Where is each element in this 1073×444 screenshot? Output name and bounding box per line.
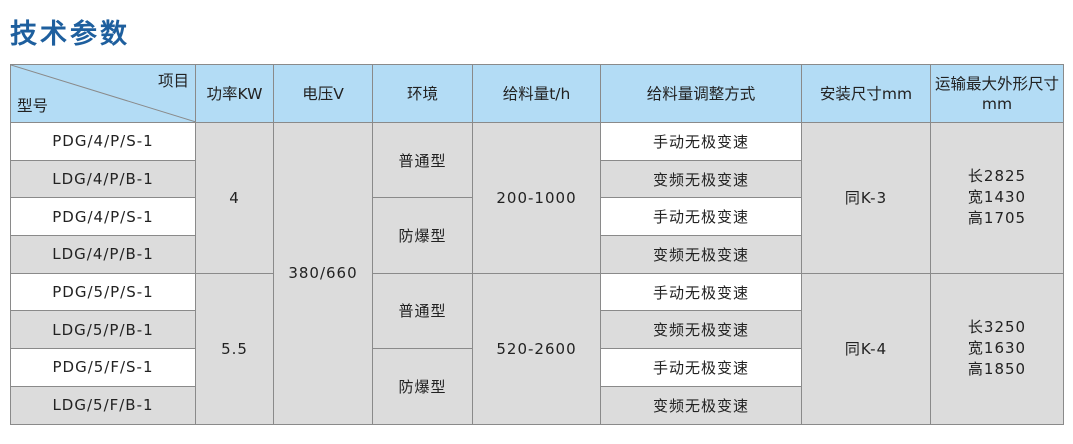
model-cell: PDG/5/F/S-1 [10,348,196,387]
dim-length: 长3250 [967,318,1027,337]
adjust-cell: 变频无极变速 [600,385,802,425]
header-item: 项目 [157,72,189,90]
power-cell: 4 [195,122,274,274]
table-row: LDG/5/F/B-1 变频无极变速 [10,385,1064,425]
dim-height: 高1850 [967,360,1027,379]
table-row: PDG/4/P/S-1 4 380/660 普通型 200-1000 手动无极变… [10,121,1064,425]
adjust-cell: 变频无极变速 [600,310,802,350]
transport-cell: 长2825 宽1430 高1705 [930,122,1064,274]
header-model: 型号 [17,97,49,115]
install-cell: 同K-4 [801,272,931,425]
header-install: 安装尺寸mm [801,64,931,123]
header-adjust: 给料量调整方式 [600,64,802,123]
header-transport: 运输最大外形尺寸mm [930,64,1064,123]
table-row: PDG/5/F/S-1 防爆型 手动无极变速 [10,348,1064,425]
adjust-cell: 手动无极变速 [600,122,802,161]
adjust-cell: 变频无极变速 [600,159,802,199]
header-feed: 给料量t/h [472,64,601,123]
feed-cell: 200-1000 [472,122,601,274]
adjust-cell: 变频无极变速 [600,235,802,274]
feed-cell: 520-2600 [472,272,601,425]
model-cell: PDG/5/P/S-1 [10,272,196,312]
model-cell: PDG/4/P/S-1 [10,197,196,237]
transport-cell: 长3250 宽1630 高1850 [930,272,1064,425]
dim-height: 高1705 [967,209,1027,228]
model-cell: PDG/4/P/S-1 [10,122,196,161]
model-cell: LDG/4/P/B-1 [10,235,196,274]
header-environment: 环境 [372,64,473,123]
install-cell: 同K-3 [801,122,931,274]
adjust-cell: 手动无极变速 [600,197,802,237]
environment-cell: 普通型 [372,121,473,199]
adjust-cell: 手动无极变速 [600,272,802,312]
header-row: 项目 型号 功率KW 电压V 环境 给料量t/h 给料量调整方式 安装尺寸mm … [10,64,1064,123]
adjust-cell: 手动无极变速 [600,348,802,387]
header-power: 功率KW [195,64,274,123]
header-diagonal-cell: 项目 型号 [10,64,196,123]
dim-width: 宽1630 [967,339,1027,358]
model-cell: LDG/5/F/B-1 [10,385,196,425]
power-cell: 5.5 [195,272,274,425]
table-row: LDG/4/P/B-1 变频无极变速 [10,235,1064,274]
header-voltage: 电压V [273,64,373,123]
environment-cell: 防爆型 [372,348,473,425]
page-title: 技术参数 [10,19,130,50]
diagonal-line [11,65,196,122]
dim-length: 长2825 [967,167,1027,186]
model-cell: LDG/4/P/B-1 [10,159,196,199]
environment-cell: 防爆型 [372,197,473,274]
dim-width: 宽1430 [967,188,1027,207]
model-cell: LDG/5/P/B-1 [10,310,196,350]
table-row: PDG/5/P/S-1 5.5 普通型 520-2600 手动无极变速 同K-4… [10,272,1064,425]
spec-table: 项目 型号 功率KW 电压V 环境 给料量t/h 给料量调整方式 安装尺寸mm … [10,64,1064,425]
environment-cell: 普通型 [372,272,473,350]
voltage-cell: 380/660 [273,122,373,425]
